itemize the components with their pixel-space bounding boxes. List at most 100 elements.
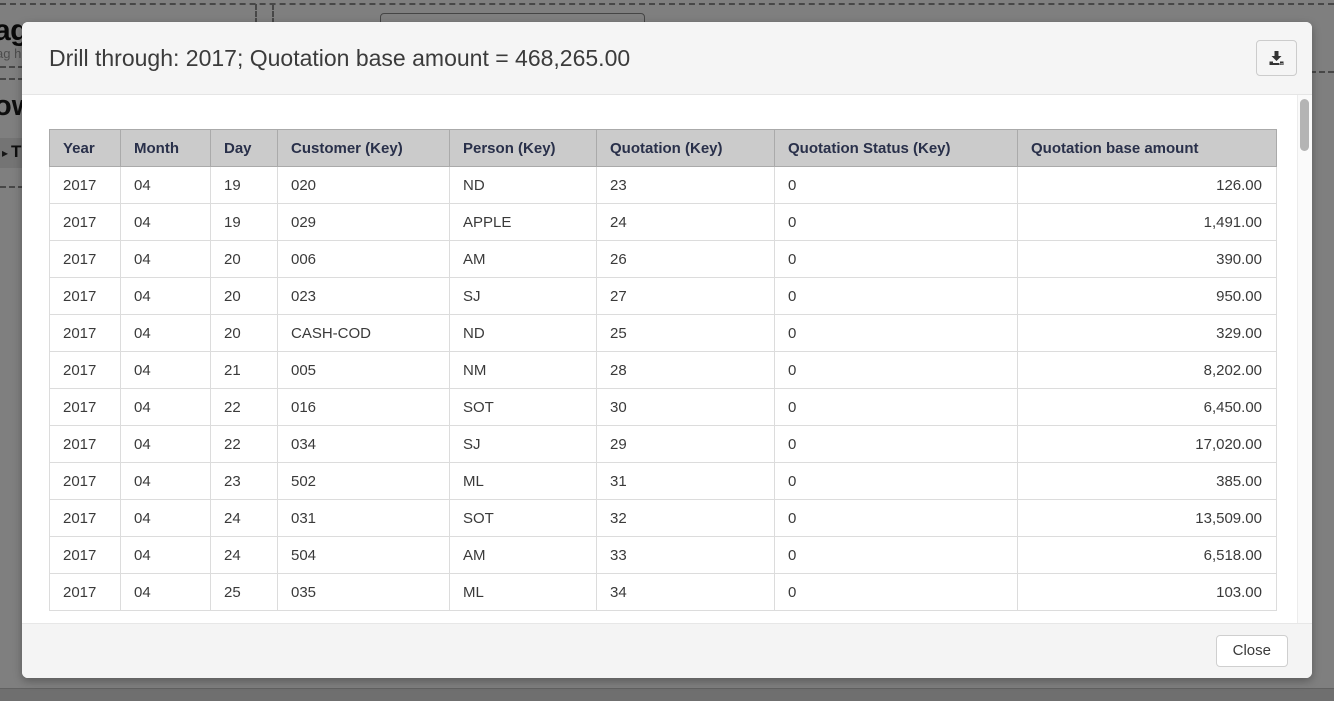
table-cell: 2017	[49, 425, 121, 463]
drill-through-table: Year Month Day Customer (Key) Person (Key) Qu…	[49, 129, 1277, 611]
table-cell: 2017	[49, 499, 121, 537]
table-cell: 329.00	[1017, 314, 1277, 352]
table-row: 2017 04 19 029 APPLE 24 0 1,491.00	[49, 203, 1277, 241]
table-cell: 04	[120, 203, 211, 241]
table-cell: 2017	[49, 462, 121, 500]
table-cell: 035	[277, 573, 450, 611]
table-row: 2017 04 21 005 NM 28 0 8,202.00	[49, 351, 1277, 389]
table-cell: 031	[277, 499, 450, 537]
table-cell: 0	[774, 388, 1018, 426]
table-cell: SOT	[449, 388, 597, 426]
table-cell: ND	[449, 314, 597, 352]
table-cell: 0	[774, 166, 1018, 204]
table-row: 2017 04 25 035 ML 34 0 103.00	[49, 573, 1277, 611]
table-cell: ML	[449, 462, 597, 500]
table-row: 2017 04 23 502 ML 31 0 385.00	[49, 462, 1277, 500]
table-cell: 23	[210, 462, 278, 500]
column-header: Month	[120, 129, 211, 167]
table-cell: 504	[277, 536, 450, 574]
table-cell: 22	[210, 425, 278, 463]
table-row: 2017 04 22 034 SJ 29 0 17,020.00	[49, 425, 1277, 463]
column-header: Day	[210, 129, 278, 167]
table-cell: 950.00	[1017, 277, 1277, 315]
table-cell: NM	[449, 351, 597, 389]
table-cell: 0	[774, 277, 1018, 315]
table-cell: 2017	[49, 240, 121, 278]
download-icon	[1268, 50, 1285, 66]
table-cell: 2017	[49, 203, 121, 241]
table-cell: 0	[774, 240, 1018, 278]
table-row: 2017 04 19 020 ND 23 0 126.00	[49, 166, 1277, 204]
table-cell: 30	[596, 388, 775, 426]
table-cell: 04	[120, 536, 211, 574]
table-cell: 0	[774, 203, 1018, 241]
table-cell: SJ	[449, 277, 597, 315]
table-row: 2017 04 20 023 SJ 27 0 950.00	[49, 277, 1277, 315]
table-cell: 34	[596, 573, 775, 611]
table-row: 2017 04 20 CASH-COD ND 25 0 329.00	[49, 314, 1277, 352]
table-cell: 126.00	[1017, 166, 1277, 204]
modal-title: Drill through: 2017; Quotation base amou…	[49, 44, 631, 71]
table-cell: 04	[120, 166, 211, 204]
modal-body: Year Month Day Customer (Key) Person (Key) Qu…	[22, 95, 1312, 623]
table-cell: 24	[210, 499, 278, 537]
table-cell: 19	[210, 203, 278, 241]
table-cell: 17,020.00	[1017, 425, 1277, 463]
table-cell: 6,450.00	[1017, 388, 1277, 426]
table-row: 2017 04 24 031 SOT 32 0 13,509.00	[49, 499, 1277, 537]
table-cell: 04	[120, 499, 211, 537]
table-cell: 29	[596, 425, 775, 463]
table-cell: AM	[449, 240, 597, 278]
table-scrollbar-track[interactable]	[1297, 95, 1312, 623]
table-cell: 2017	[49, 314, 121, 352]
table-cell: 04	[120, 462, 211, 500]
column-header: Quotation (Key)	[596, 129, 775, 167]
table-cell: 2017	[49, 573, 121, 611]
table-cell: 20	[210, 240, 278, 278]
table-cell: 029	[277, 203, 450, 241]
table-cell: 0	[774, 536, 1018, 574]
table-cell: ND	[449, 166, 597, 204]
table-cell: SOT	[449, 499, 597, 537]
table-cell: 016	[277, 388, 450, 426]
table-cell: 04	[120, 277, 211, 315]
table-cell: 034	[277, 425, 450, 463]
table-cell: 04	[120, 314, 211, 352]
modal-header: Drill through: 2017; Quotation base amou…	[22, 22, 1312, 95]
table-cell: 502	[277, 462, 450, 500]
close-button[interactable]: Close	[1215, 635, 1288, 667]
table-cell: 27	[596, 277, 775, 315]
download-button[interactable]	[1256, 40, 1297, 76]
table-cell: 28	[596, 351, 775, 389]
table-cell: 24	[596, 203, 775, 241]
table-cell: 19	[210, 166, 278, 204]
table-cell: 2017	[49, 388, 121, 426]
modal-footer: Close	[22, 623, 1312, 678]
table-cell: 32	[596, 499, 775, 537]
table-cell: 04	[120, 388, 211, 426]
table-cell: 0	[774, 425, 1018, 463]
table-cell: CASH-COD	[277, 314, 450, 352]
table-cell: 385.00	[1017, 462, 1277, 500]
table-header-row: Year Month Day Customer (Key) Person (Key) Qu…	[49, 129, 1277, 167]
table-cell: 22	[210, 388, 278, 426]
table-cell: 23	[596, 166, 775, 204]
table-cell: 25	[210, 573, 278, 611]
table-cell: 2017	[49, 536, 121, 574]
table-cell: 8,202.00	[1017, 351, 1277, 389]
table-row: 2017 04 22 016 SOT 30 0 6,450.00	[49, 388, 1277, 426]
table-cell: 2017	[49, 166, 121, 204]
table-cell: 31	[596, 462, 775, 500]
table-cell: 0	[774, 573, 1018, 611]
drill-through-modal: Drill through: 2017; Quotation base amou…	[22, 22, 1312, 678]
column-header: Year	[49, 129, 121, 167]
table-cell: 20	[210, 277, 278, 315]
table-scrollbar-thumb[interactable]	[1300, 99, 1309, 151]
column-header: Person (Key)	[449, 129, 597, 167]
column-header: Quotation base amount	[1017, 129, 1277, 167]
column-header: Customer (Key)	[277, 129, 450, 167]
table-cell: 2017	[49, 351, 121, 389]
table-cell: 33	[596, 536, 775, 574]
table-cell: 0	[774, 314, 1018, 352]
table-cell: 04	[120, 573, 211, 611]
